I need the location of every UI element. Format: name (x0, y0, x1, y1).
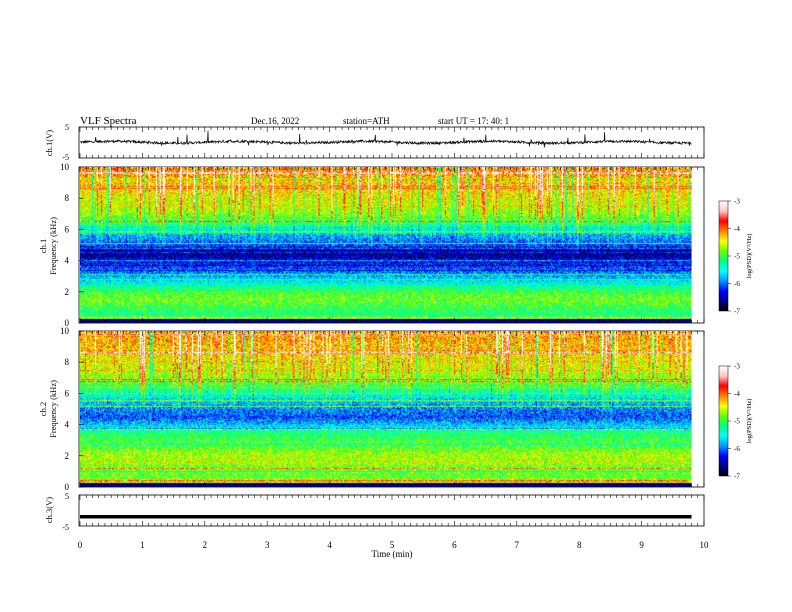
ch2-spec-ytick-label: 2 (65, 451, 70, 461)
ch1-colorbar-tick-label: -6 (734, 280, 740, 288)
ch1-spec-ytick-label: 10 (60, 162, 70, 172)
ch1-spec-ylabel-line1: ch.1 (38, 239, 48, 253)
ch3-ylabel: ch.3(V) (44, 497, 54, 523)
ch2-spec-ylabel-line1: ch.2 (38, 402, 48, 416)
ch1-spec-tick-marks (79, 167, 705, 323)
x-tick-label: 10 (700, 540, 710, 550)
ch3-tick-marks (79, 495, 705, 526)
ch1-spectrogram-image (80, 167, 692, 323)
ch3-panel: 5 -5 ch.3(V) (44, 492, 705, 532)
ch2-colorbar-label: log(PSD)(V²/Hz) (746, 399, 753, 444)
ch2-spec-ytick-label: 8 (65, 357, 70, 367)
ch2-colorbar-gradient (718, 365, 729, 477)
ch2-spectrogram-image (80, 331, 692, 487)
station-label: station=ATH (343, 116, 390, 126)
ch2-colorbar-tick-label: -6 (734, 445, 740, 453)
ch3-ytick-bottom: -5 (62, 523, 69, 532)
x-tick-label: 0 (78, 540, 83, 550)
x-tick-label: 3 (265, 540, 270, 550)
start-time-label: start UT = 17: 40: 1 (438, 116, 509, 126)
ch2-spec-yticks: 0 2 4 6 8 10 (60, 326, 84, 492)
ch1-spec-ytick-label: 6 (65, 224, 70, 234)
ch1-panel: 5 -5 ch.1(V) (44, 123, 705, 162)
ch1-colorbar: -3 -4 -5 -6 -7 log(PSD)(V²/Hz) (718, 198, 753, 316)
x-tick-label: 6 (452, 540, 457, 550)
ch2-colorbar-tick-label: -7 (734, 473, 740, 481)
x-tick-label: 8 (577, 540, 582, 550)
ch1-spec-yticks: 0 2 4 6 8 10 (60, 162, 84, 328)
ch2-spec-ytick-label: 10 (60, 326, 70, 336)
ch2-spectrogram-panel: 0 2 4 6 8 10 ch.2 Frequency (kHz) (38, 326, 705, 492)
ch1-spec-ytick-label: 8 (65, 193, 70, 203)
x-tick-label: 7 (515, 540, 520, 550)
ch1-spec-ytick-label: 0 (65, 318, 70, 328)
ch2-colorbar: -3 -4 -5 -6 -7 log(PSD)(V²/Hz) (718, 363, 753, 481)
ch1-colorbar-tick-label: -7 (734, 308, 740, 316)
date-label: Dec.16, 2022 (251, 116, 299, 126)
ch1-colorbar-tick-label: -4 (734, 225, 740, 233)
ch1-colorbar-ticks: -3 -4 -5 -6 -7 (728, 198, 740, 316)
x-tick-label: 1 (140, 540, 145, 550)
ch1-colorbar-tick-label: -3 (734, 198, 740, 206)
ch2-colorbar-tick-label: -5 (734, 418, 740, 426)
ch1-colorbar-tick-label: -5 (734, 253, 740, 261)
ch1-tick-marks (79, 127, 705, 158)
ch2-colorbar-ticks: -3 -4 -5 -6 -7 (728, 363, 740, 481)
figure-title: VLF Spectra (80, 115, 137, 127)
ch2-spec-ytick-label: 6 (65, 388, 70, 398)
ch1-colorbar-gradient (718, 200, 729, 312)
ch1-ytick-top: 5 (65, 123, 69, 132)
ch1-spec-ytick-label: 4 (65, 256, 70, 266)
ch3-frame (78, 494, 705, 527)
ch2-spec-ytick-label: 0 (65, 482, 70, 492)
x-tick-label: 2 (203, 540, 208, 550)
ch1-ytick-bottom: -5 (62, 153, 69, 162)
ch2-spec-tick-marks (79, 331, 705, 487)
ch2-spec-ylabel-line2: Frequency (kHz) (48, 380, 58, 438)
ch1-colorbar-label: log(PSD)(V²/Hz) (746, 234, 753, 279)
ch2-colorbar-tick-label: -4 (734, 390, 740, 398)
ch1-frame (78, 126, 705, 159)
ch1-spec-ylabel-line2: Frequency (kHz) (48, 217, 58, 275)
ch3-ytick-top: 5 (65, 492, 69, 501)
ch2-spec-ytick-label: 4 (65, 420, 70, 430)
x-tick-label: 9 (639, 540, 644, 550)
ch1-ylabel: ch.1(V) (44, 130, 54, 156)
ch1-spec-ytick-label: 2 (65, 287, 70, 297)
x-tick-label: 4 (327, 540, 332, 550)
ch1-trace (80, 130, 692, 148)
x-axis-label: Time (min) (372, 549, 413, 559)
x-tick-label: 5 (390, 540, 395, 550)
ch1-spectrogram-panel: 0 2 4 6 8 10 ch.1 Frequency (kHz) (38, 162, 705, 328)
ch2-colorbar-tick-label: -3 (734, 363, 740, 371)
x-axis-tick-labels: 0 1 2 3 4 5 6 7 8 9 10 (78, 540, 709, 550)
